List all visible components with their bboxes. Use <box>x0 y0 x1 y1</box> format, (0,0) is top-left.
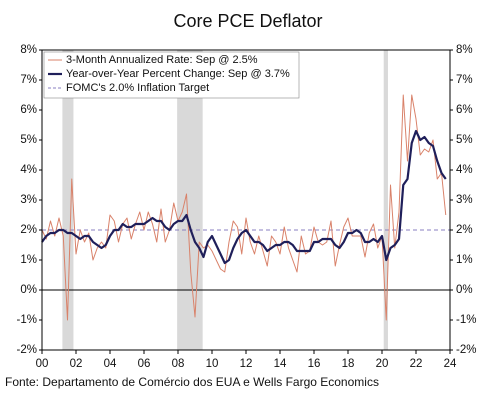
y-tick-label: 6% <box>20 104 37 116</box>
y2-tick-label: 8% <box>456 44 473 56</box>
y-tick-label: 2% <box>20 224 37 236</box>
x-tick-label: 10 <box>206 358 219 370</box>
shaded-region <box>383 50 388 350</box>
y2-tick-label: 0% <box>456 284 473 296</box>
legend-box <box>43 51 300 99</box>
y-tick-label: 8% <box>20 44 37 56</box>
legend-label: 3-Month Annualized Rate: Sep @ 2.5% <box>66 54 258 66</box>
y-tick-label: 1% <box>20 254 37 266</box>
y-tick-label: -2% <box>17 344 37 356</box>
y2-tick-label: 2% <box>456 224 473 236</box>
x-tick-label: 14 <box>274 358 287 370</box>
plot-frame <box>41 49 451 351</box>
chart-title: Core PCE Deflator <box>173 11 322 31</box>
legend-label: FOMC's 2.0% Inflation Target <box>66 82 209 94</box>
x-tick-label: 20 <box>376 358 389 370</box>
y2-tick-label: -2% <box>456 344 476 356</box>
x-tick-label: 22 <box>410 358 423 370</box>
source-note: Fonte: Departamento de Comércio dos EUA … <box>5 375 379 389</box>
x-tick-label: 08 <box>172 358 185 370</box>
series-line <box>41 129 447 265</box>
y2-tick-label: 6% <box>456 104 473 116</box>
x-tick-label: 00 <box>36 358 49 370</box>
y2-tick-label: -1% <box>456 314 476 326</box>
x-tick-label: 02 <box>70 358 83 370</box>
y-tick-label: 3% <box>20 194 37 206</box>
x-tick-label: 12 <box>240 358 253 370</box>
y2-tick-label: 7% <box>456 74 473 86</box>
x-tick-label: 06 <box>138 358 151 370</box>
y-tick-label: 7% <box>20 74 37 86</box>
y-tick-label: -1% <box>17 314 37 326</box>
y2-tick-label: 4% <box>456 164 473 176</box>
x-tick-label: 16 <box>308 358 321 370</box>
legend-label: Year-over-Year Percent Change: Sep @ 3.7… <box>66 68 290 80</box>
y-tick-label: 4% <box>20 164 37 176</box>
y-tick-label: 0% <box>20 284 37 296</box>
y2-tick-label: 1% <box>456 254 473 266</box>
shaded-region <box>62 50 74 350</box>
series-line <box>41 94 447 321</box>
x-tick-label: 04 <box>104 358 117 370</box>
y-tick-label: 5% <box>20 134 37 146</box>
shaded-region <box>177 50 203 350</box>
x-tick-label: 24 <box>444 358 457 370</box>
x-tick-label: 18 <box>342 358 355 370</box>
y2-tick-label: 3% <box>456 194 473 206</box>
y2-tick-label: 5% <box>456 134 473 146</box>
